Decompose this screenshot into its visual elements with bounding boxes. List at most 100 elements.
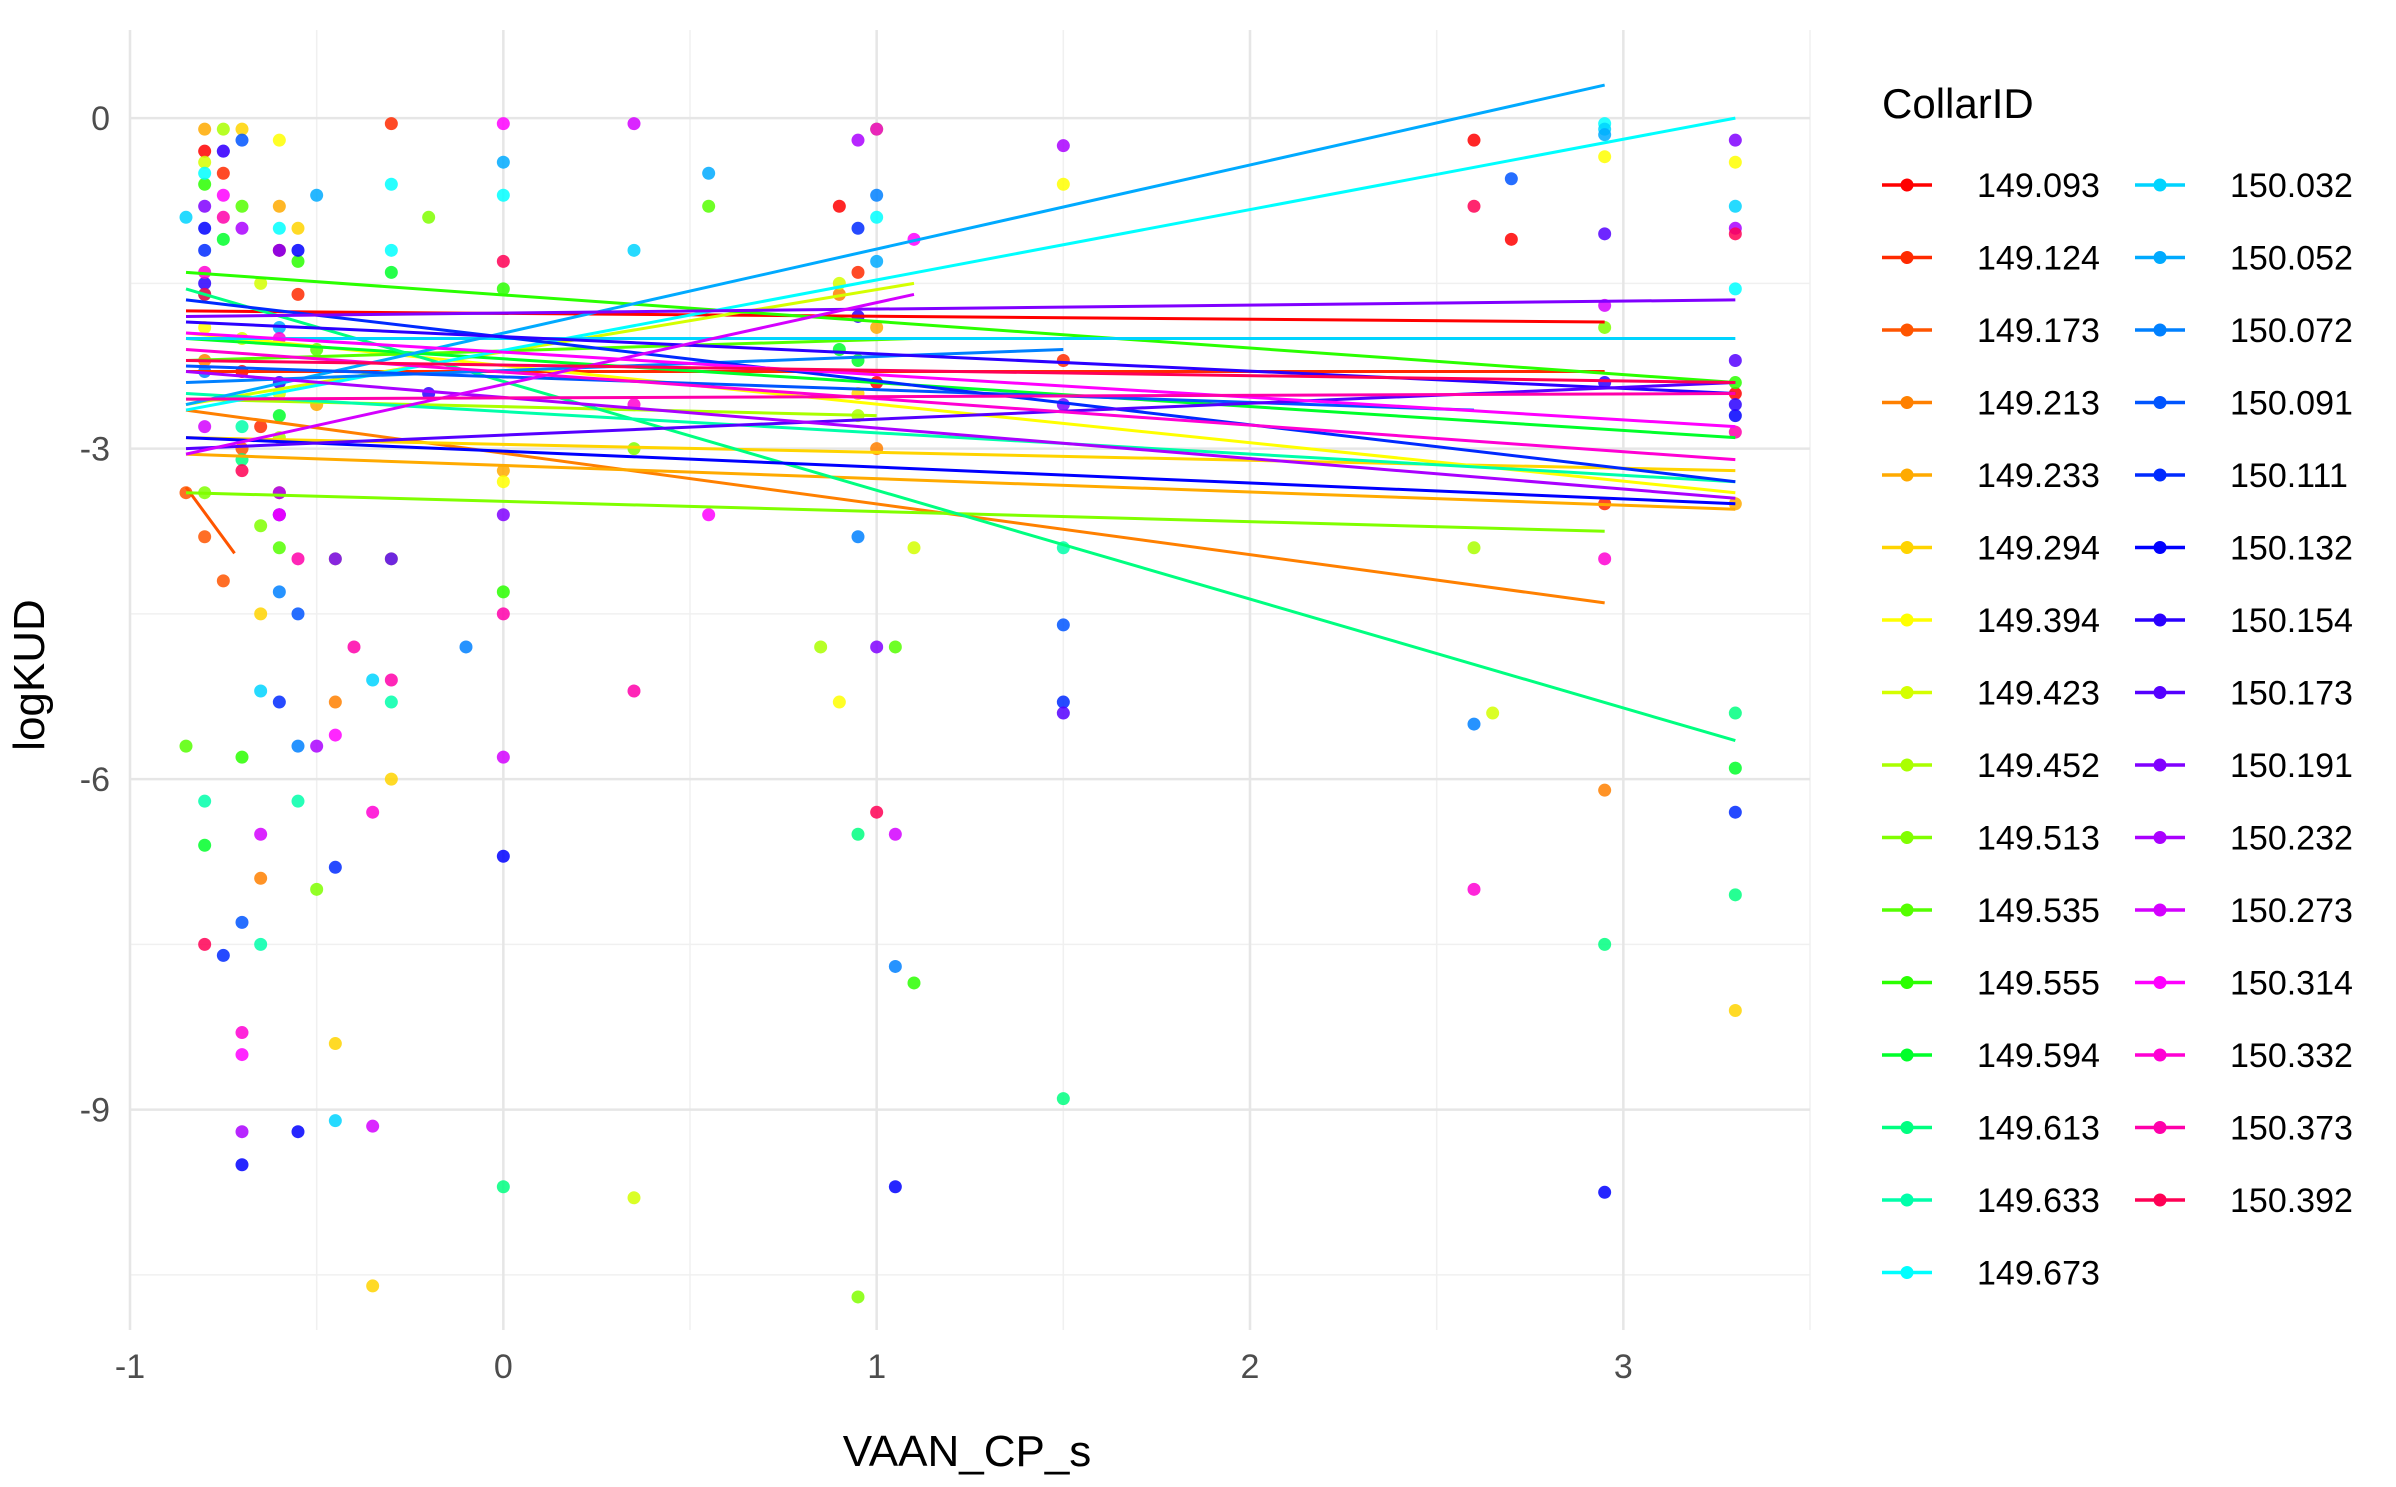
data-point (198, 794, 212, 808)
data-point (198, 155, 212, 169)
legend-entry-label: 149.213 (1977, 385, 2100, 423)
legend-entry-label: 149.594 (1977, 1037, 2100, 1075)
data-point (198, 530, 212, 544)
data-point (1728, 706, 1742, 720)
data-point (235, 199, 249, 213)
fit-line (185, 298, 1736, 484)
data-point (851, 530, 865, 544)
fit-line (185, 452, 1736, 511)
data-point (888, 1180, 902, 1194)
fit-line (184, 486, 236, 555)
data-point (291, 221, 305, 235)
legend-key-point (2153, 178, 2167, 192)
data-point (216, 166, 230, 180)
legend-key-point (2153, 323, 2167, 337)
data-point (216, 232, 230, 246)
legend-key-point (2153, 396, 2167, 409)
data-point (310, 739, 324, 753)
data-point (384, 265, 398, 279)
data-point (347, 640, 361, 654)
data-point (198, 937, 212, 951)
legend-entry-label: 150.373 (2230, 1110, 2353, 1148)
data-point (627, 117, 641, 131)
legend-entry-label: 149.613 (1977, 1110, 2100, 1148)
data-point (198, 144, 212, 158)
data-point (496, 475, 510, 489)
data-point (254, 871, 268, 885)
data-point (459, 640, 473, 654)
data-point (179, 739, 193, 753)
x-axis-ticks: -1 0 1 2 3 (115, 1348, 1633, 1386)
data-point (272, 133, 286, 147)
data-point (272, 508, 286, 522)
data-point (328, 860, 342, 874)
legend-key-point (1900, 251, 1914, 264)
legend-entry-label: 150.314 (2230, 965, 2353, 1003)
legend-entry-label: 149.673 (1977, 1255, 2100, 1293)
legend-entry-label: 149.633 (1977, 1182, 2100, 1220)
data-point (496, 607, 510, 621)
data-point (254, 684, 268, 698)
data-point (870, 805, 884, 819)
data-point (366, 673, 380, 687)
y-tick-label: -6 (80, 761, 110, 799)
data-point (272, 221, 286, 235)
legend-entry-label: 149.093 (1977, 167, 2100, 205)
legend-key-point (1900, 1121, 1914, 1134)
legend-key-point (2153, 1048, 2167, 1062)
data-point (496, 849, 510, 863)
data-point (851, 827, 865, 841)
data-point (1598, 783, 1612, 797)
legend-entry-label: 149.173 (1977, 312, 2100, 350)
data-point (198, 221, 212, 235)
fit-line (185, 392, 1736, 484)
data-point (496, 117, 510, 131)
data-point (272, 585, 286, 599)
data-point (291, 552, 305, 566)
legend-entry-label: 150.273 (2230, 892, 2353, 930)
data-point (870, 320, 884, 334)
legend-key-point (1900, 613, 1914, 627)
data-point (496, 282, 510, 296)
data-point (702, 166, 716, 180)
data-point (870, 210, 884, 224)
x-tick-label: 2 (1241, 1348, 1260, 1386)
data-point (1504, 172, 1518, 186)
data-point (1728, 425, 1742, 439)
data-point (1728, 805, 1742, 819)
x-tick-label: 3 (1614, 1348, 1633, 1386)
data-point (832, 342, 846, 356)
legend-entry-label: 150.332 (2230, 1037, 2353, 1075)
data-point (496, 585, 510, 599)
data-point (1598, 320, 1612, 334)
data-point (1056, 618, 1070, 632)
data-point (216, 122, 230, 136)
legend-entry-label: 149.294 (1977, 530, 2100, 568)
data-point (1467, 133, 1481, 147)
legend-key-point (1900, 468, 1914, 482)
legend-key-point (1900, 903, 1914, 917)
data-point (1467, 541, 1481, 555)
data-point (366, 1119, 380, 1133)
fit-line (185, 83, 1605, 407)
data-point (851, 221, 865, 235)
y-axis-label: logKUD (5, 599, 54, 751)
data-point (851, 1290, 865, 1304)
fits-layer (184, 83, 1736, 743)
legend-key-point (1900, 1193, 1914, 1207)
fit-line (185, 436, 1736, 506)
legend-key-point (2153, 541, 2167, 554)
legend-key-point (1900, 323, 1914, 337)
legend-entry-label: 150.154 (2230, 602, 2353, 640)
data-point (496, 508, 510, 522)
legend-key-point (1900, 541, 1914, 554)
data-point (1598, 552, 1612, 566)
data-point (384, 243, 398, 257)
points-layer (179, 117, 1742, 1304)
data-point (1728, 409, 1742, 423)
y-tick-label: -9 (80, 1092, 110, 1130)
data-point (384, 695, 398, 709)
data-point (272, 486, 286, 500)
legend-entry-label: 149.233 (1977, 457, 2100, 495)
data-point (627, 1191, 641, 1205)
